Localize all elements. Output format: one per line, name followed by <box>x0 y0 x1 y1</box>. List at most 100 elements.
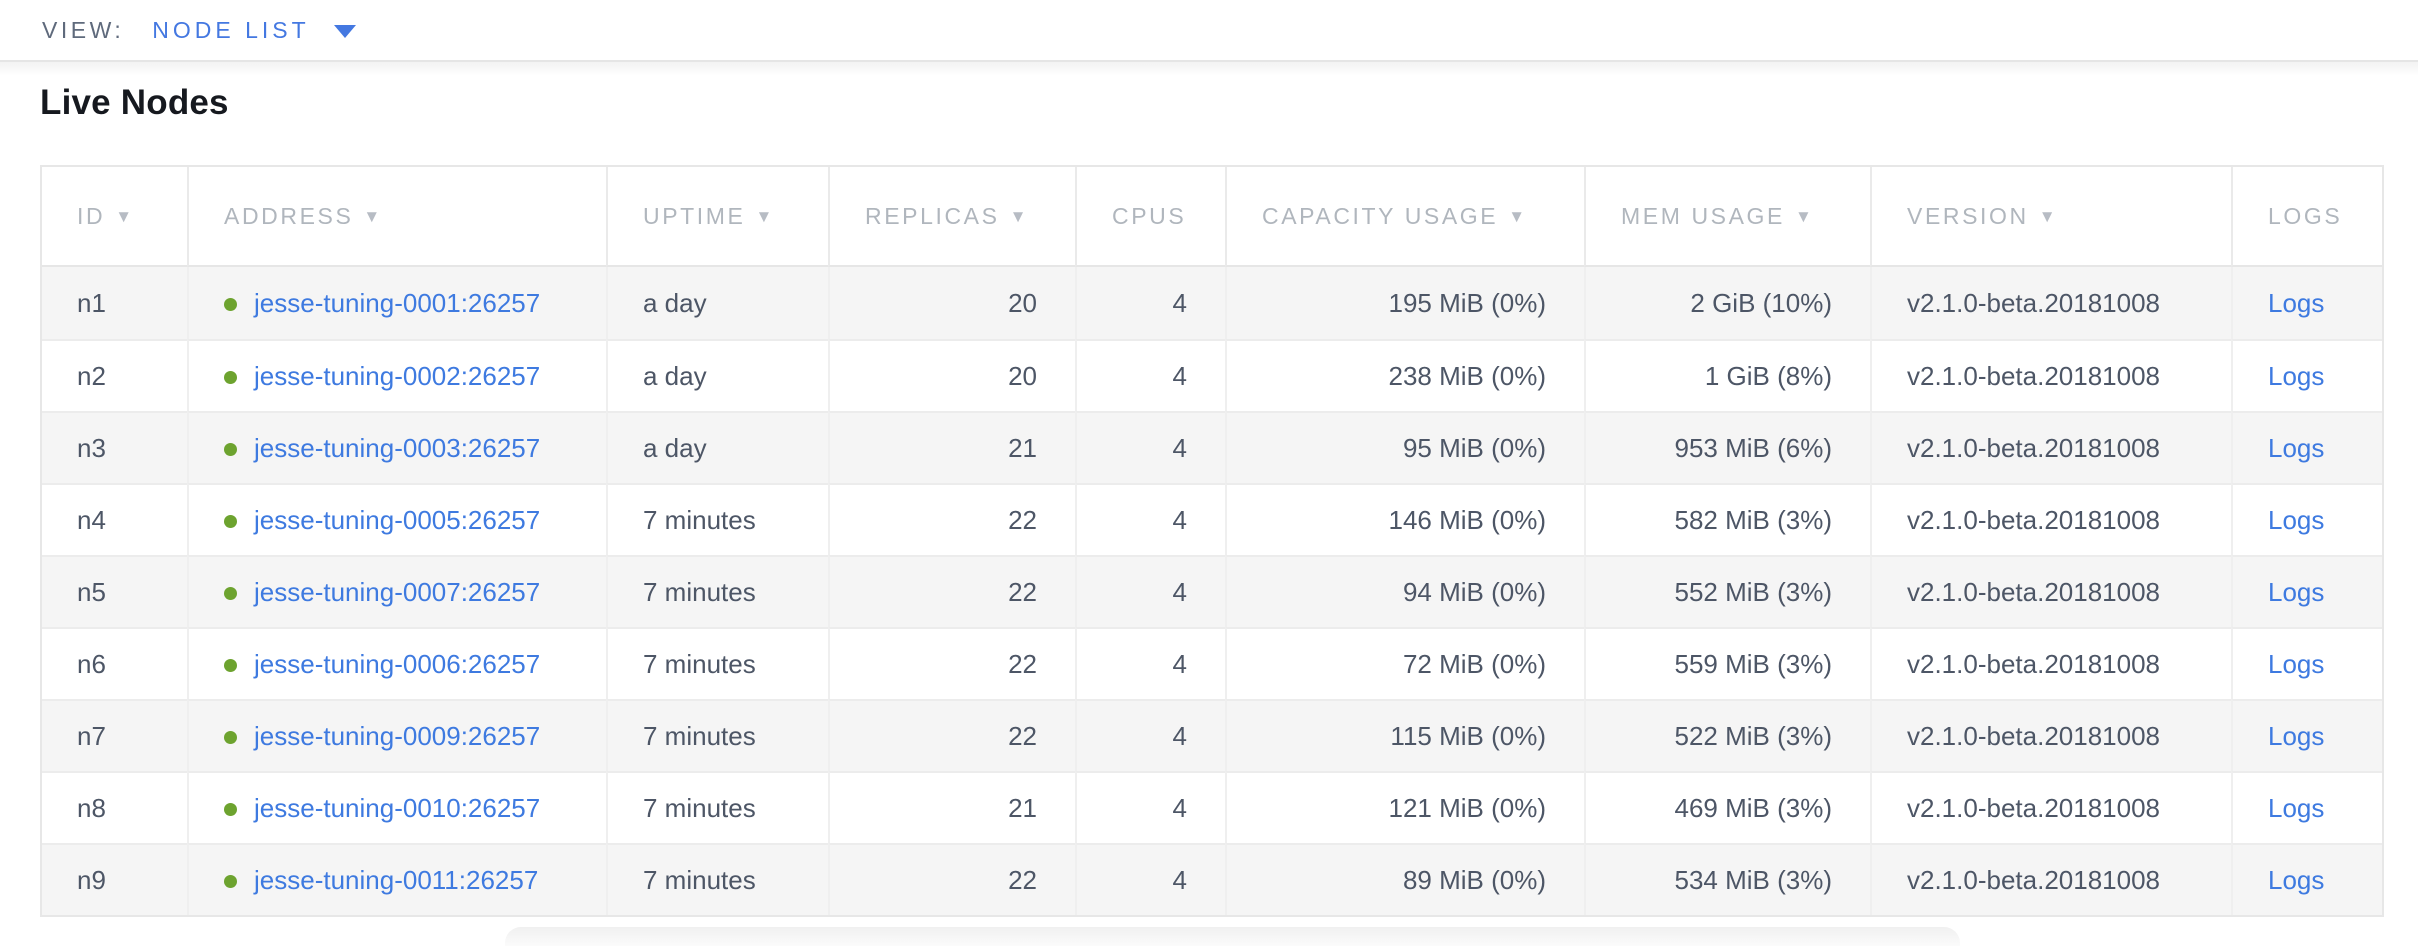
address-cell: jesse-tuning-0006:26257 <box>187 627 606 699</box>
capacity_usage-cell: 146 MiB (0%) <box>1225 483 1584 555</box>
column-header-label: MEM USAGE <box>1621 202 1785 229</box>
node-live-status-icon <box>224 586 237 600</box>
logs-cell: Logs <box>2231 627 2382 699</box>
logs-link[interactable]: Logs <box>2268 360 2325 391</box>
id-cell: n5 <box>42 555 187 627</box>
version-cell: v2.1.0-beta.20181008 <box>1870 555 2231 627</box>
logs-cell: Logs <box>2231 339 2382 411</box>
logs-cell: Logs <box>2231 771 2382 843</box>
version-cell: v2.1.0-beta.20181008 <box>1870 771 2231 843</box>
capacity_usage-cell: 238 MiB (0%) <box>1225 339 1584 411</box>
node-row: n4 jesse-tuning-0005:26257 7 minutes 22 4 146… <box>42 483 2382 555</box>
column-header-replicas[interactable]: REPLICAS ▼ <box>828 167 1075 267</box>
address-cell: jesse-tuning-0011:26257 <box>187 843 606 915</box>
replicas-cell: 22 <box>828 699 1075 771</box>
node-live-status-icon <box>224 370 237 384</box>
column-header-label: CPUS <box>1112 202 1187 229</box>
sort-desc-icon: ▼ <box>1508 206 1526 226</box>
logs-link[interactable]: Logs <box>2268 720 2325 751</box>
replicas-cell: 22 <box>828 627 1075 699</box>
node-row: n5 jesse-tuning-0007:26257 7 minutes 22 4 94 … <box>42 555 2382 627</box>
page-content: Live Nodes ID ▼ ADDRESS ▼ UPTIME ▼ REPLICAS ▼ CP… <box>0 62 2418 917</box>
address-cell: jesse-tuning-0002:26257 <box>187 339 606 411</box>
node-address-link[interactable]: jesse-tuning-0002:26257 <box>254 360 541 391</box>
node-address-link[interactable]: jesse-tuning-0006:26257 <box>254 648 541 679</box>
capacity_usage-cell: 121 MiB (0%) <box>1225 771 1584 843</box>
live-nodes-table: ID ▼ ADDRESS ▼ UPTIME ▼ REPLICAS ▼ CPUS CAPACITY … <box>40 165 2384 917</box>
uptime-cell: a day <box>606 339 828 411</box>
sort-desc-icon: ▼ <box>755 206 773 226</box>
node-address-link[interactable]: jesse-tuning-0007:26257 <box>254 576 541 607</box>
version-cell: v2.1.0-beta.20181008 <box>1870 483 2231 555</box>
column-header-label: VERSION <box>1907 202 2029 229</box>
logs-cell: Logs <box>2231 267 2382 339</box>
sort-desc-icon: ▼ <box>1009 206 1027 226</box>
sort-desc-icon: ▼ <box>1794 206 1812 226</box>
logs-link[interactable]: Logs <box>2268 648 2325 679</box>
address-cell: jesse-tuning-0007:26257 <box>187 555 606 627</box>
uptime-cell: a day <box>606 411 828 483</box>
id-cell: n9 <box>42 843 187 915</box>
column-header-mem_usage[interactable]: MEM USAGE ▼ <box>1584 167 1870 267</box>
id-cell: n7 <box>42 699 187 771</box>
node-address-link[interactable]: jesse-tuning-0010:26257 <box>254 792 541 823</box>
replicas-cell: 21 <box>828 771 1075 843</box>
cpus-cell: 4 <box>1075 771 1225 843</box>
node-live-status-icon <box>224 658 237 672</box>
logs-cell: Logs <box>2231 555 2382 627</box>
node-address-link[interactable]: jesse-tuning-0003:26257 <box>254 432 541 463</box>
capacity_usage-cell: 94 MiB (0%) <box>1225 555 1584 627</box>
replicas-cell: 20 <box>828 267 1075 339</box>
address-cell: jesse-tuning-0003:26257 <box>187 411 606 483</box>
cpus-cell: 4 <box>1075 339 1225 411</box>
column-header-id[interactable]: ID ▼ <box>42 167 187 267</box>
capacity_usage-cell: 95 MiB (0%) <box>1225 411 1584 483</box>
column-header-label: LOGS <box>2268 202 2343 229</box>
cpus-cell: 4 <box>1075 627 1225 699</box>
logs-link[interactable]: Logs <box>2268 432 2325 463</box>
address-cell: jesse-tuning-0009:26257 <box>187 699 606 771</box>
view-label: VIEW: <box>42 16 125 43</box>
version-cell: v2.1.0-beta.20181008 <box>1870 267 2231 339</box>
node-address-link[interactable]: jesse-tuning-0011:26257 <box>254 864 539 895</box>
capacity_usage-cell: 115 MiB (0%) <box>1225 699 1584 771</box>
mem_usage-cell: 552 MiB (3%) <box>1584 555 1870 627</box>
cpus-cell: 4 <box>1075 555 1225 627</box>
column-header-capacity_usage[interactable]: CAPACITY USAGE ▼ <box>1225 167 1584 267</box>
node-row: n3 jesse-tuning-0003:26257 a day 21 4 95 MiB … <box>42 411 2382 483</box>
cpus-cell: 4 <box>1075 267 1225 339</box>
mem_usage-cell: 2 GiB (10%) <box>1584 267 1870 339</box>
mem_usage-cell: 522 MiB (3%) <box>1584 699 1870 771</box>
replicas-cell: 20 <box>828 339 1075 411</box>
logs-cell: Logs <box>2231 843 2382 915</box>
column-header-version[interactable]: VERSION ▼ <box>1870 167 2231 267</box>
node-address-link[interactable]: jesse-tuning-0005:26257 <box>254 504 541 535</box>
node-address-link[interactable]: jesse-tuning-0001:26257 <box>254 287 541 318</box>
column-header-logs: LOGS <box>2231 167 2382 267</box>
mem_usage-cell: 559 MiB (3%) <box>1584 627 1870 699</box>
replicas-cell: 22 <box>828 843 1075 915</box>
mem_usage-cell: 582 MiB (3%) <box>1584 483 1870 555</box>
logs-link[interactable]: Logs <box>2268 864 2325 895</box>
column-header-uptime[interactable]: UPTIME ▼ <box>606 167 828 267</box>
logs-link[interactable]: Logs <box>2268 792 2325 823</box>
node-address-link[interactable]: jesse-tuning-0009:26257 <box>254 720 541 751</box>
id-cell: n4 <box>42 483 187 555</box>
id-cell: n6 <box>42 627 187 699</box>
table-header-row: ID ▼ ADDRESS ▼ UPTIME ▼ REPLICAS ▼ CPUS CAPACITY … <box>42 167 2382 267</box>
sort-desc-icon: ▼ <box>2038 206 2056 226</box>
capacity_usage-cell: 195 MiB (0%) <box>1225 267 1584 339</box>
logs-link[interactable]: Logs <box>2268 576 2325 607</box>
column-header-address[interactable]: ADDRESS ▼ <box>187 167 606 267</box>
logs-link[interactable]: Logs <box>2268 287 2325 318</box>
column-header-label: ID <box>77 202 106 229</box>
column-header-label: REPLICAS <box>865 202 1000 229</box>
cpus-cell: 4 <box>1075 483 1225 555</box>
sort-desc-icon: ▼ <box>363 206 381 226</box>
replicas-cell: 22 <box>828 483 1075 555</box>
capacity_usage-cell: 89 MiB (0%) <box>1225 843 1584 915</box>
cpus-cell: 4 <box>1075 843 1225 915</box>
logs-link[interactable]: Logs <box>2268 504 2325 535</box>
view-selector-dropdown[interactable]: NODE LIST <box>152 17 356 44</box>
uptime-cell: 7 minutes <box>606 699 828 771</box>
